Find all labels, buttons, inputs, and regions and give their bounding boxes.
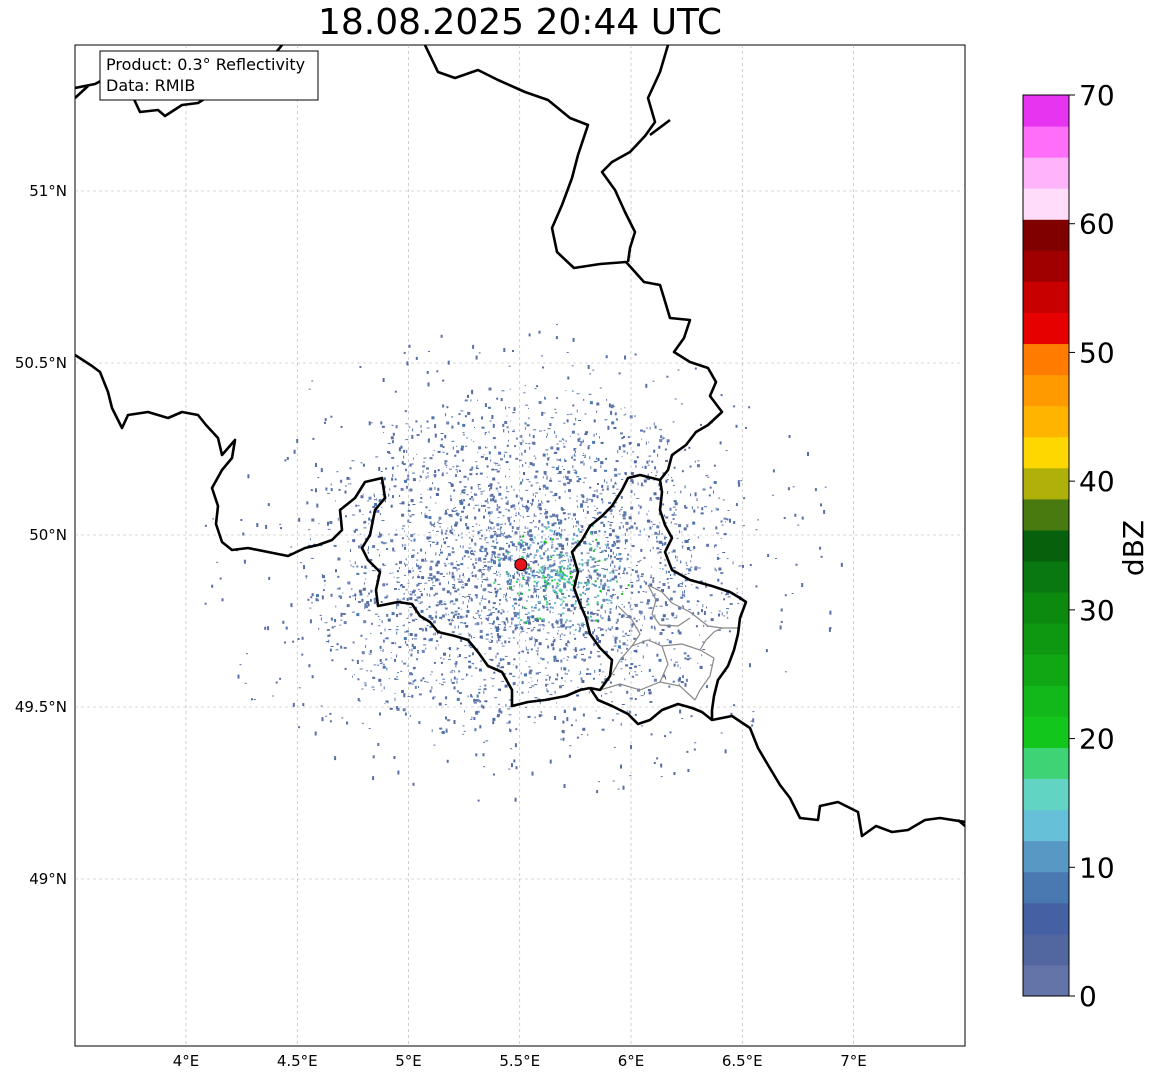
border-lux-fr [588,687,965,838]
lon-tick-label: 5.5°E [499,1052,540,1070]
lon-tick-label: 6.5°E [722,1052,763,1070]
lat-tick-label: 50.5°N [15,354,67,372]
map-title: 18.08.2025 20:44 UTC [317,2,723,43]
colorbar-tick-label: 20 [1079,723,1115,756]
colorbar-bin [1023,561,1069,593]
colorbar-bin [1023,312,1069,345]
colorbar-bin [1023,809,1069,842]
border-nl-de-top [649,118,671,137]
colorbar-bin [1023,250,1069,282]
colorbar-tick-label: 70 [1079,79,1115,112]
colorbar-bin [1023,467,1069,500]
lon-tick-label: 4°E [173,1052,200,1070]
colorbar-bin [1023,840,1069,873]
info-box: Product: 0.3° Reflectivity Data: RMIB [99,50,319,101]
border-fr-be [75,353,591,708]
colorbar-bin [1023,498,1069,531]
colorbar-bin [1023,902,1069,935]
border-nl-be-west [75,85,89,99]
colorbar: 0 10 20 30 40 50 60 70 [1022,79,1115,1013]
colorbar-bin [1023,964,1069,997]
lat-tick-label: 50°N [29,526,67,544]
colorbar-frame [1022,94,1070,997]
colorbar-bin [1023,716,1069,748]
colorbar-bin [1023,95,1069,127]
border-de-fr-east [957,819,965,827]
colorbar-bin [1023,933,1069,966]
lat-tick-label: 51°N [29,182,67,200]
info-data-source: Data: RMIB [106,76,195,95]
lon-tick-label: 4.5°E [277,1052,318,1070]
lon-tick-label: 7°E [840,1052,867,1070]
colorbar-tick-label: 40 [1079,465,1115,498]
colorbar-tick-label: 0 [1079,980,1097,1013]
lat-tick-label: 49.5°N [15,698,67,716]
colorbar-bin [1023,871,1069,904]
colorbar-bin [1023,436,1069,469]
border-be-lux [570,473,661,692]
colorbar-bin [1023,343,1069,376]
colorbar-bin [1023,219,1069,251]
gridlines [75,45,965,1046]
colorbar-bin [1023,126,1069,158]
lat-tick-label: 49°N [29,870,67,888]
colorbar-tick-label: 30 [1079,594,1115,627]
colorbar-bin [1023,281,1069,313]
colorbar-bin [1023,685,1069,717]
colorbar-bin [1023,405,1069,438]
info-product: Product: 0.3° Reflectivity [106,55,305,74]
colorbar-tick-label: 50 [1079,336,1115,369]
colorbar-bin [1023,592,1069,624]
colorbar-bin [1023,747,1069,780]
colorbar-label: dBZ [1117,520,1150,576]
colorbar-bin [1023,529,1069,562]
border-lux-de [658,479,748,720]
colorbar-bin [1023,778,1069,811]
tick-labels: 4°E 4.5°E 5°E 5.5°E 6°E 6.5°E 7°E 51°N 50.5°N 50°… [15,182,867,1070]
colorbar-bin [1023,157,1069,189]
radar-site-marker [514,558,528,572]
colorbar-bin [1023,188,1069,220]
colorbar-bin [1023,374,1069,407]
colorbar-bin [1023,623,1069,655]
colorbar-bin [1023,654,1069,686]
country-borders [75,45,965,838]
border-be-nl-east [423,45,724,481]
lon-tick-label: 5°E [395,1052,422,1070]
border-nl-de [600,45,670,263]
lon-tick-label: 6°E [618,1052,645,1070]
colorbar-tick-label: 10 [1079,851,1115,884]
colorbar-tick-label: 60 [1079,208,1115,241]
